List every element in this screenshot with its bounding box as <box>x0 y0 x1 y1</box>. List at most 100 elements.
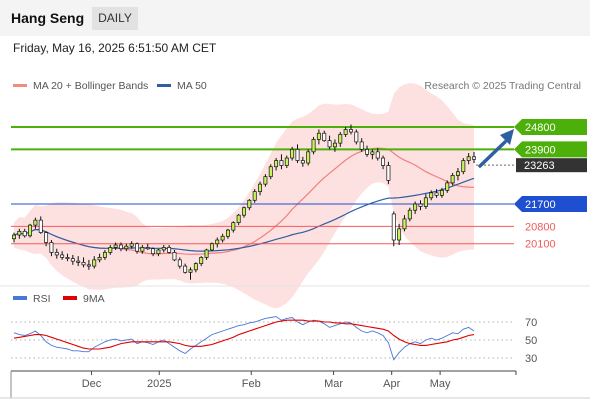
candle-body <box>167 247 172 253</box>
candle-body <box>274 160 279 168</box>
ma50-swatch <box>157 83 171 87</box>
candle-body <box>263 176 268 185</box>
candle-body <box>65 257 70 259</box>
candle-body <box>332 142 337 148</box>
level-label-20100: 20100 <box>525 239 556 251</box>
candle-body <box>129 243 134 247</box>
candle-body <box>322 132 327 142</box>
candle-body <box>407 209 412 220</box>
candle-body <box>236 214 241 223</box>
candle-body <box>349 129 353 133</box>
rsi-tick-30: 30 <box>525 353 537 365</box>
candle-body <box>284 157 289 166</box>
candle-body <box>76 260 81 263</box>
legend-9ma: 9MA <box>63 293 105 305</box>
legend-ma50-label: MA 50 <box>177 80 207 92</box>
level-tag-21700 <box>514 196 587 212</box>
candle-body <box>354 131 359 143</box>
candle-body <box>220 235 225 241</box>
candle-body <box>247 199 252 209</box>
candle-body <box>177 259 182 267</box>
x-tick-label: Mar <box>324 378 343 390</box>
level-label-20800: 20800 <box>525 221 556 233</box>
candle-body <box>70 258 75 262</box>
candle-body <box>268 166 273 178</box>
candle-body <box>327 140 332 148</box>
level-label-21700: 21700 <box>525 199 556 211</box>
candle-body <box>183 265 188 273</box>
level-tag-23900 <box>514 141 587 158</box>
candle-body <box>418 203 423 207</box>
candle-body <box>151 248 156 255</box>
current-price-box <box>516 158 587 173</box>
candle-body <box>92 259 97 267</box>
candle-body <box>439 189 444 196</box>
candle-body <box>455 171 460 176</box>
legend-rsi: RSI <box>13 293 51 305</box>
x-tick-label: Feb <box>242 378 261 390</box>
candle-body <box>370 151 375 155</box>
candle-body <box>28 224 33 237</box>
candle-body <box>156 249 161 255</box>
x-tick-label: 2025 <box>147 378 171 390</box>
candle-body <box>450 175 455 184</box>
projection-arrow-shaft <box>478 140 507 168</box>
candle-body <box>429 192 434 199</box>
candle-body <box>204 249 209 258</box>
candle-body <box>199 257 204 264</box>
level-label-24800: 24800 <box>525 122 556 134</box>
candle-body <box>102 252 107 258</box>
candle-body <box>188 269 193 273</box>
candle-body <box>397 228 402 241</box>
legend-ma20: MA 20 + Bollinger Bands <box>13 80 148 92</box>
candle-body <box>311 139 316 153</box>
candle-body <box>135 243 139 252</box>
current-price-label: 23263 <box>524 160 555 172</box>
candle-body <box>290 149 295 159</box>
candle-body <box>466 156 471 161</box>
candle-body <box>338 134 343 144</box>
candle-body <box>22 230 27 237</box>
candle-body <box>359 141 364 150</box>
candle-body <box>279 160 284 166</box>
timestamp: Friday, May 16, 2025 6:51:50 AM CET <box>13 41 217 55</box>
candle-body <box>145 247 150 250</box>
candle-body <box>81 262 86 266</box>
candle-body <box>375 151 380 159</box>
candle-body <box>365 149 369 155</box>
candle-body <box>215 239 220 245</box>
legend-ma50: MA 50 <box>157 80 207 92</box>
candle-body <box>231 222 236 231</box>
bollinger-band <box>14 83 474 309</box>
candle-body <box>54 252 59 256</box>
candle-body <box>44 232 49 243</box>
candle-body <box>391 213 396 241</box>
level-tag-24800 <box>514 119 587 135</box>
projection-arrow-head <box>500 129 514 145</box>
candle-body <box>386 165 391 181</box>
candle-body <box>225 229 230 237</box>
x-tick-label: May <box>430 378 451 390</box>
legend-ma20-label: MA 20 + Bollinger Bands <box>33 80 149 92</box>
candle-body <box>113 244 118 248</box>
level-label-23900: 23900 <box>525 144 556 156</box>
candle-body <box>242 207 246 216</box>
candle-body <box>306 151 311 164</box>
candle-body <box>38 219 43 233</box>
candle-body <box>445 182 450 191</box>
candle-body <box>193 263 198 271</box>
candle-body <box>108 247 113 253</box>
candle-body <box>295 149 300 161</box>
rsi-series-9ma <box>13 319 475 350</box>
x-tick-label: Apr <box>383 378 400 390</box>
candle-body <box>402 218 407 230</box>
candle-body <box>124 245 129 250</box>
timeframe-badge[interactable]: DAILY <box>92 7 138 30</box>
rsi-tick-70: 70 <box>525 317 537 329</box>
candle-body <box>316 132 321 140</box>
candle-body <box>300 160 305 164</box>
rsi-tick-50: 50 <box>525 335 537 347</box>
instrument-title: Hang Seng <box>11 10 85 26</box>
legend-rsi-label: RSI <box>33 293 51 305</box>
